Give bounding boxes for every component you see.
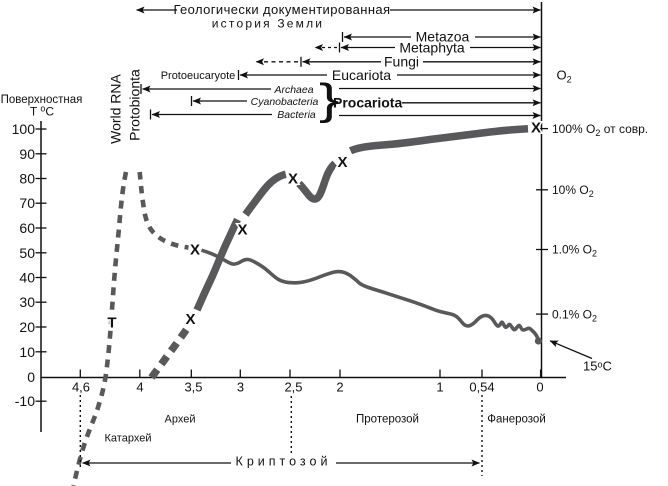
svg-text:2: 2 xyxy=(336,379,343,394)
svg-text:X: X xyxy=(288,170,298,187)
svg-text:Катархей: Катархей xyxy=(105,433,152,445)
svg-text:0.1% O2: 0.1% O2 xyxy=(552,307,597,323)
svg-text:4: 4 xyxy=(136,379,143,394)
svg-text:50: 50 xyxy=(19,245,35,261)
svg-text:15oC: 15oC xyxy=(583,359,612,374)
svg-text:Геологически документированная: Геологически документированная xyxy=(173,2,390,17)
svg-text:10% O2: 10% O2 xyxy=(552,183,594,199)
svg-text:1.0% O2: 1.0% O2 xyxy=(552,243,597,259)
svg-text:Криптозой: Криптозой xyxy=(236,454,332,468)
svg-text:40: 40 xyxy=(19,270,35,286)
svg-text:Eucariota: Eucariota xyxy=(332,67,391,83)
svg-text:0: 0 xyxy=(27,369,35,385)
svg-text:Protobionta: Protobionta xyxy=(127,69,143,141)
svg-text:20: 20 xyxy=(19,319,35,335)
svg-text:Metaphyta: Metaphyta xyxy=(399,39,465,55)
svg-text:T: T xyxy=(107,314,116,331)
svg-text:30: 30 xyxy=(19,294,35,310)
svg-text:10: 10 xyxy=(19,344,35,360)
svg-text:80: 80 xyxy=(19,171,35,187)
svg-text:Bacteria: Bacteria xyxy=(277,109,316,121)
svg-text:60: 60 xyxy=(19,220,35,236)
svg-text:2,5: 2,5 xyxy=(284,379,302,394)
svg-text:1: 1 xyxy=(436,379,443,394)
svg-text:Архей: Архей xyxy=(165,414,196,426)
svg-text:0,54: 0,54 xyxy=(469,379,494,394)
svg-text:X: X xyxy=(185,311,195,328)
svg-text:Cyanobacteria: Cyanobacteria xyxy=(251,96,319,108)
svg-text:O2: O2 xyxy=(557,68,572,85)
svg-text:Metazoa: Metazoa xyxy=(416,29,470,45)
svg-text:0: 0 xyxy=(536,379,543,394)
svg-text:3: 3 xyxy=(237,379,244,394)
svg-text:X: X xyxy=(531,119,541,136)
svg-text:70: 70 xyxy=(19,195,35,211)
svg-text:-10: -10 xyxy=(15,393,35,409)
svg-text:90: 90 xyxy=(19,146,35,162)
svg-text:Protoeucaryote: Protoeucaryote xyxy=(161,70,236,82)
svg-text:X: X xyxy=(337,154,347,171)
svg-text:X: X xyxy=(190,241,200,258)
svg-text:Procariota: Procariota xyxy=(333,95,402,111)
svg-text:T oC: T oC xyxy=(30,104,54,119)
svg-text:3,5: 3,5 xyxy=(184,379,202,394)
svg-text:Протерозой: Протерозой xyxy=(356,413,419,425)
svg-text:100: 100 xyxy=(12,121,36,137)
svg-text:Archaea: Archaea xyxy=(273,84,313,96)
svg-text:Fungi: Fungi xyxy=(384,53,419,69)
svg-text:}: } xyxy=(319,76,339,124)
svg-text:Поверхностная: Поверхностная xyxy=(1,94,83,106)
svg-text:100% O2 от совр.: 100% O2 от совр. xyxy=(552,122,648,138)
svg-text:Фанерозой: Фанерозой xyxy=(487,413,546,425)
svg-text:история Земли: история Земли xyxy=(212,16,324,30)
svg-text:4,6: 4,6 xyxy=(72,379,90,394)
svg-text:World RNA: World RNA xyxy=(108,73,124,143)
svg-text:X: X xyxy=(237,221,247,238)
